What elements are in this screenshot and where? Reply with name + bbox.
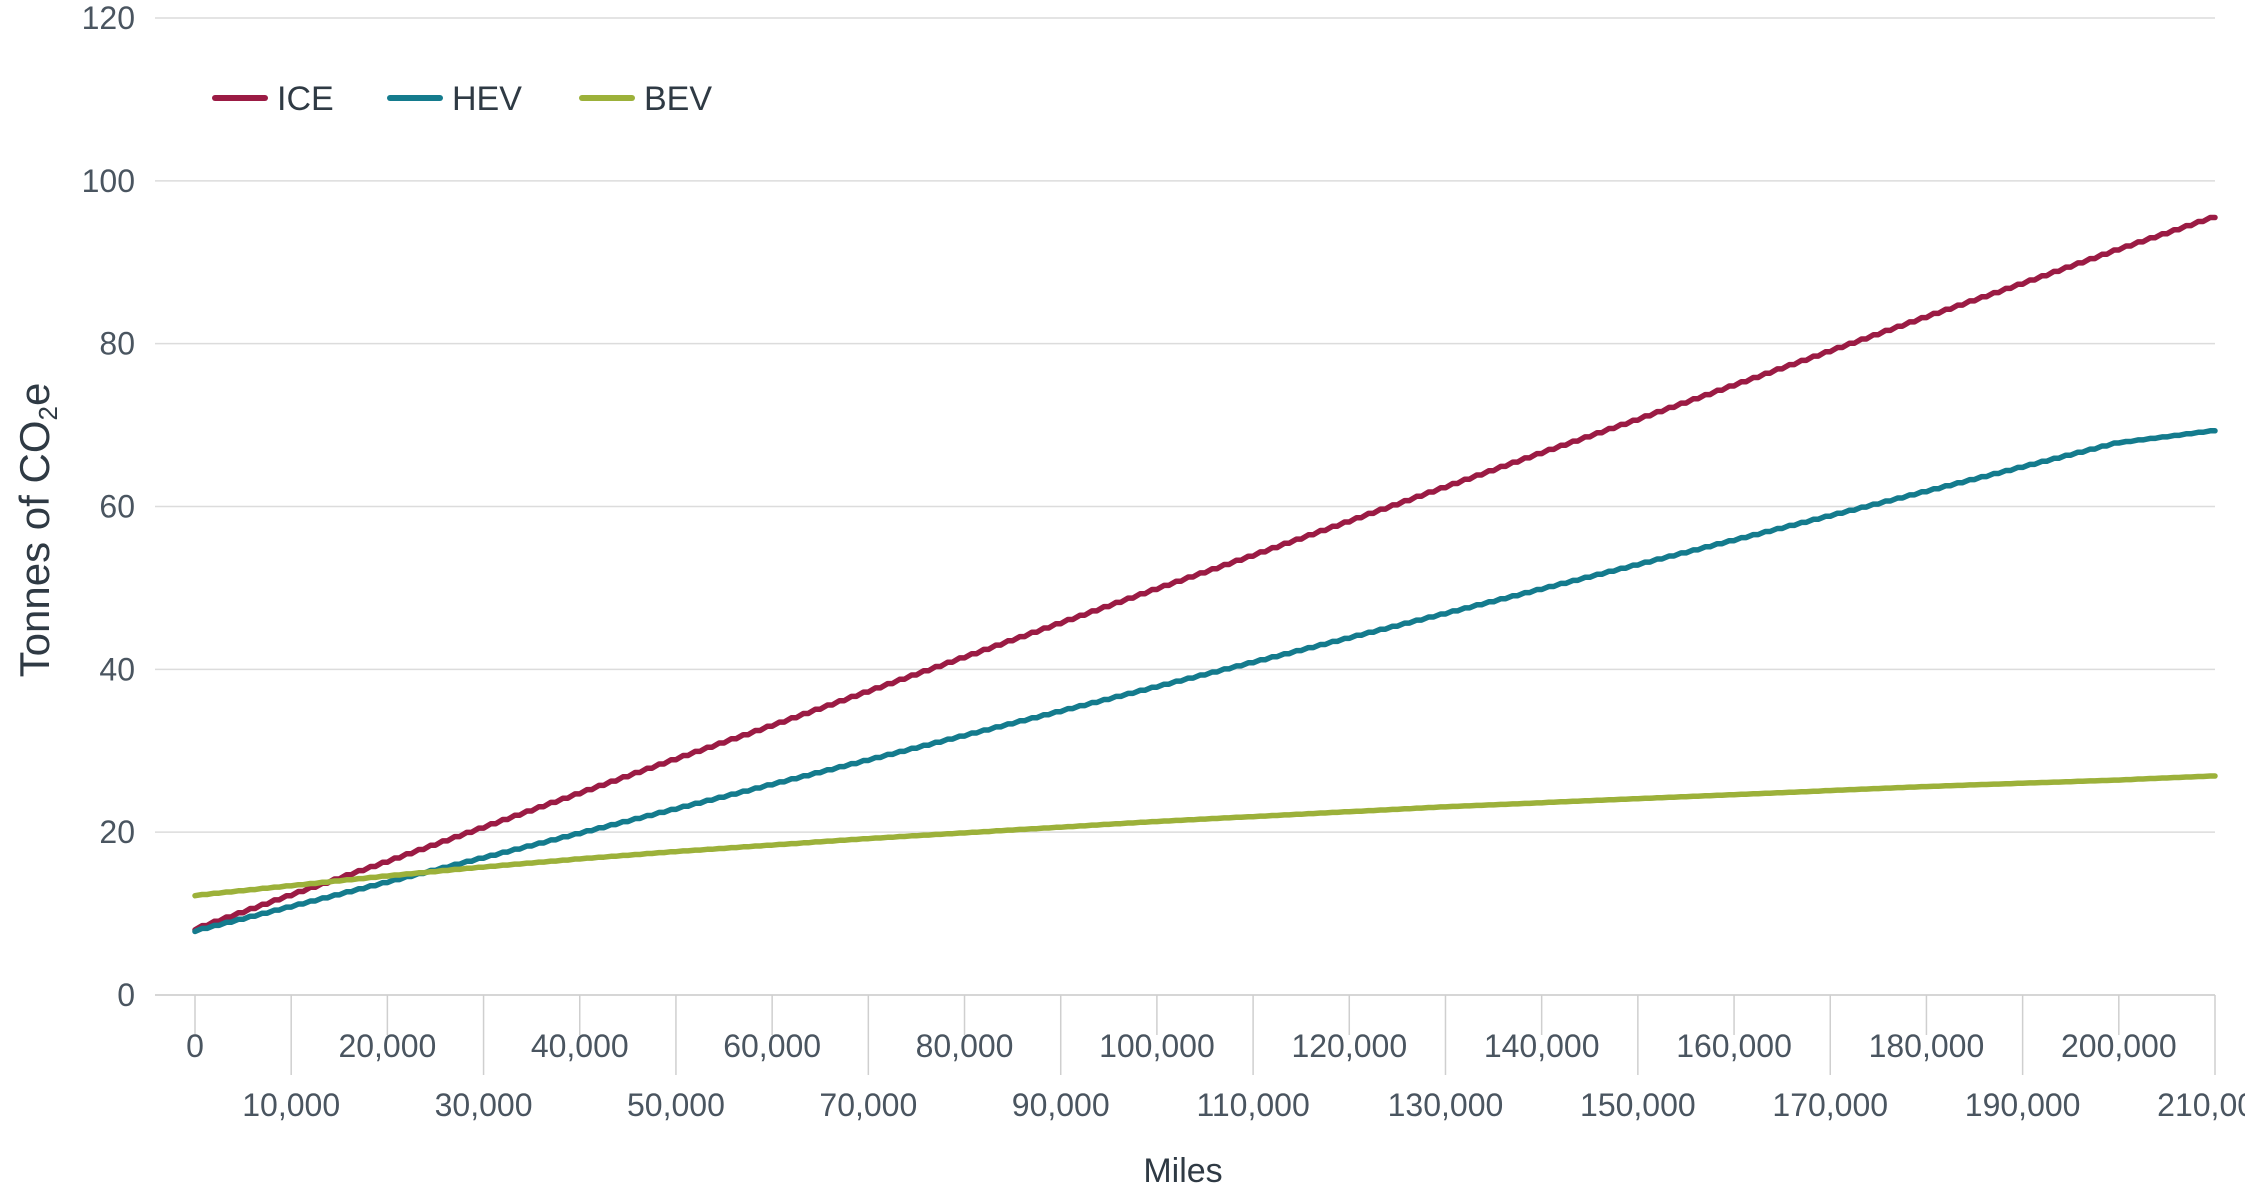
x-tick-label: 30,000 — [435, 1087, 533, 1123]
legend: ICE HEV BEV — [212, 80, 712, 118]
y-axis-title-suffix: e — [11, 383, 58, 406]
x-tick-label: 120,000 — [1291, 1028, 1407, 1064]
y-axis-title: Tonnes of CO2e — [11, 383, 63, 678]
x-tick-label: 60,000 — [723, 1028, 821, 1064]
x-tick-label: 190,000 — [1965, 1087, 2081, 1123]
y-axis-title-prefix: Tonnes of CO — [11, 421, 58, 678]
axis-labels: Miles Tonnes of CO2e — [11, 383, 1223, 1190]
x-tick-label: 110,000 — [1196, 1087, 1309, 1123]
y-tick-label: 40 — [99, 651, 135, 687]
x-tick-label: 10,000 — [242, 1087, 340, 1123]
series-line-ice — [192, 214, 2218, 933]
x-tick-label: 100,000 — [1099, 1028, 1215, 1064]
y-tick-label: 80 — [99, 326, 135, 362]
x-tick-label: 80,000 — [916, 1028, 1014, 1064]
y-tick-label: 20 — [99, 814, 135, 850]
series-line-bev — [192, 773, 2218, 899]
x-tick-label: 130,000 — [1388, 1087, 1504, 1123]
y-tick-label: 120 — [82, 0, 135, 36]
x-tick-label: 90,000 — [1012, 1087, 1110, 1123]
x-tick-label: 40,000 — [531, 1028, 629, 1064]
x-tick-label: 170,000 — [1772, 1087, 1888, 1123]
grid-lines — [155, 17, 2215, 996]
legend-label-ice: ICE — [277, 80, 334, 118]
y-tick-label: 60 — [99, 489, 135, 525]
y-axis-title-subscript: 2 — [33, 406, 63, 420]
x-tick-label: 140,000 — [1484, 1028, 1600, 1064]
series-line-hev — [192, 428, 2218, 935]
legend-label-hev: HEV — [452, 80, 522, 118]
x-tick-label: 180,000 — [1869, 1028, 1985, 1064]
series-lines — [192, 214, 2218, 935]
x-tick-label: 210,000 — [2157, 1087, 2245, 1123]
y-tick-label: 0 — [117, 977, 135, 1013]
axes: 0 20 40 60 80 100 120 0 10,000 20,000 30,000 40,000… — [82, 0, 2245, 1123]
legend-label-bev: BEV — [644, 80, 712, 118]
x-tick-label: 0 — [186, 1028, 204, 1064]
x-tick-label: 50,000 — [627, 1087, 725, 1123]
y-tick-label: 100 — [82, 163, 135, 199]
x-tick-label: 150,000 — [1580, 1087, 1696, 1123]
x-tick-label: 200,000 — [2061, 1028, 2177, 1064]
x-tick-label: 20,000 — [338, 1028, 436, 1064]
x-tick-label: 160,000 — [1676, 1028, 1792, 1064]
x-tick-label: 70,000 — [819, 1087, 917, 1123]
x-axis-title: Miles — [1143, 1152, 1222, 1190]
